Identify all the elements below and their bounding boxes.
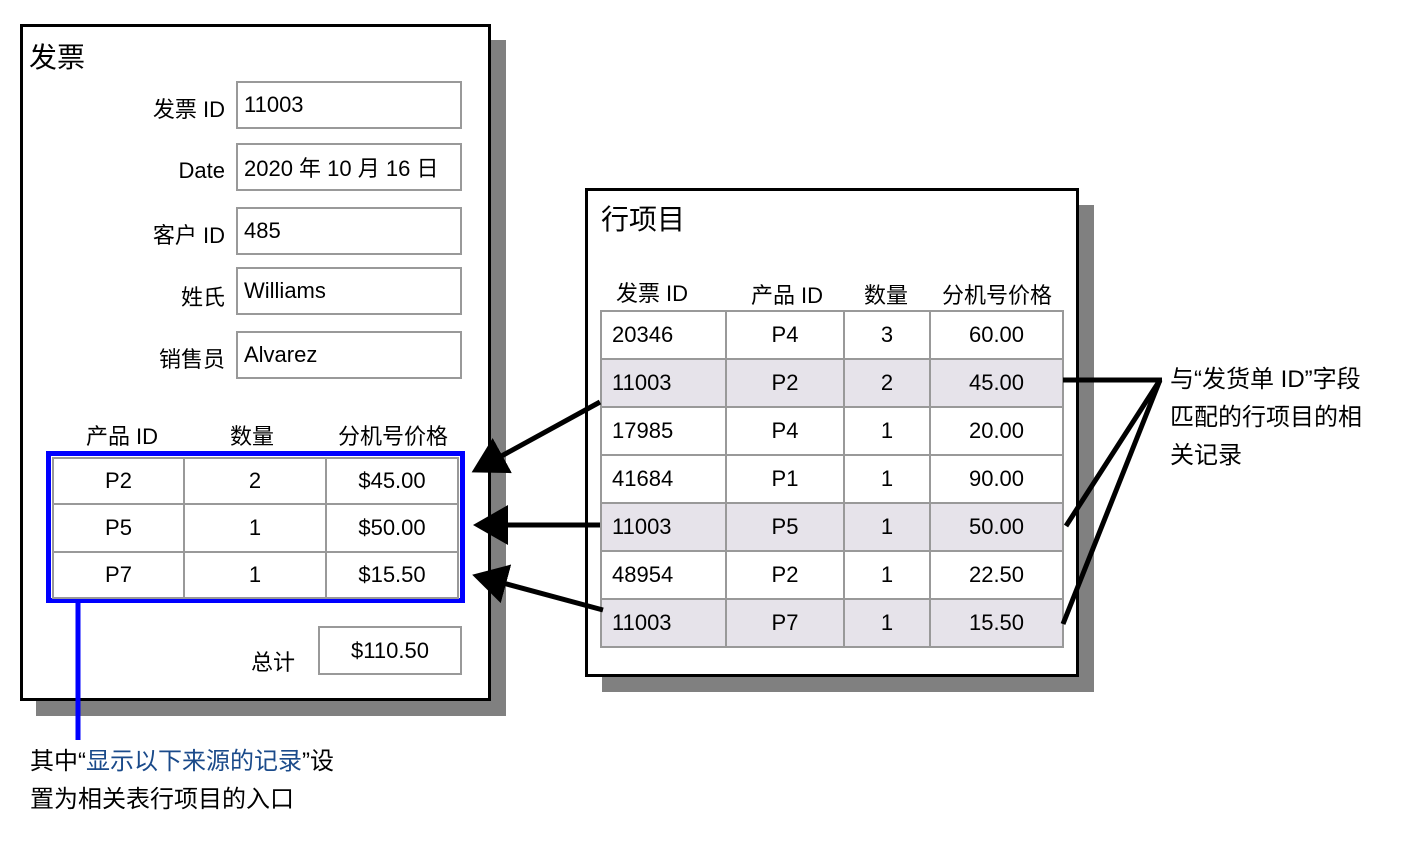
column-header: 产品 ID — [750, 283, 824, 308]
invoice-id-field[interactable]: 11003 — [236, 81, 462, 129]
cell: P7 — [725, 598, 845, 648]
table-row[interactable]: 11003 P2 2 45.00 — [600, 358, 1064, 408]
cell: 22.50 — [929, 550, 1064, 600]
cell: 1 — [843, 598, 931, 648]
cell: 20.00 — [929, 406, 1064, 456]
field-label: 发票 ID — [152, 97, 225, 122]
arrow-row-p2 — [471, 399, 602, 474]
cell: P2 — [52, 457, 185, 505]
column-header: 分机号价格 — [941, 283, 1053, 308]
portal-note: 其中“显示以下来源的记录”设 置为相关表行项目的入口 — [30, 743, 334, 819]
field-label: 姓氏 — [180, 285, 225, 310]
cell: $15.50 — [325, 551, 459, 599]
note-text: ”设 — [302, 748, 334, 775]
arrow-row-p7 — [472, 564, 604, 613]
cell: 41684 — [600, 454, 727, 504]
column-header: 发票 ID — [615, 281, 689, 306]
field-label: 客户 ID — [152, 223, 225, 248]
cell: P1 — [725, 454, 845, 504]
match-note: 与“发货单 ID”字段 匹配的行项目的相 关记录 — [1170, 361, 1362, 475]
cell: P7 — [52, 551, 185, 599]
cell: 1 — [183, 503, 327, 553]
table-row[interactable]: 11003 P7 1 15.50 — [600, 598, 1064, 648]
cell: 1 — [843, 502, 931, 552]
last-name-field[interactable]: Williams — [236, 267, 462, 315]
line-items-title: 行项目 — [601, 204, 686, 235]
cell: 2 — [843, 358, 931, 408]
cell: 20346 — [600, 310, 727, 360]
portal-row[interactable]: P7 1 $15.50 — [52, 551, 459, 599]
portal-header: 数量 — [229, 424, 275, 449]
match-line — [1060, 379, 1163, 625]
cell: 1 — [843, 454, 931, 504]
table-row[interactable]: 11003 P5 1 50.00 — [600, 502, 1064, 552]
cell: 2 — [183, 457, 327, 505]
line-items-table: 20346 P4 3 60.00 11003 P2 2 45.00 17985 P4 1 20.00 4… — [600, 310, 1064, 648]
cell: 1 — [843, 550, 931, 600]
cell: 15.50 — [929, 598, 1064, 648]
cell: 60.00 — [929, 310, 1064, 360]
field-label: 销售员 — [158, 347, 225, 372]
cell: 11003 — [600, 598, 727, 648]
cell: 11003 — [600, 358, 727, 408]
cell: P4 — [725, 406, 845, 456]
date-field[interactable]: 2020 年 10 月 16 日 — [236, 143, 462, 191]
cell: P2 — [725, 550, 845, 600]
cell: $45.00 — [325, 457, 459, 505]
note-text: 匹配的行项目的相 — [1170, 404, 1362, 431]
note-text: 关记录 — [1170, 442, 1242, 469]
cell: 11003 — [600, 502, 727, 552]
note-text: 置为相关表行项目的入口 — [30, 786, 294, 813]
table-row[interactable]: 41684 P1 1 90.00 — [600, 454, 1064, 504]
portal-row[interactable]: P5 1 $50.00 — [52, 503, 459, 553]
cell: 45.00 — [929, 358, 1064, 408]
cell: P5 — [725, 502, 845, 552]
cell: 50.00 — [929, 502, 1064, 552]
customer-id-field[interactable]: 485 — [236, 207, 462, 255]
note-text: 其中“ — [30, 748, 86, 775]
table-row[interactable]: 20346 P4 3 60.00 — [600, 310, 1064, 360]
cell: P4 — [725, 310, 845, 360]
cell: 17985 — [600, 406, 727, 456]
cell: 1 — [183, 551, 327, 599]
cell: P5 — [52, 503, 185, 553]
cell: 90.00 — [929, 454, 1064, 504]
total-field[interactable]: $110.50 — [318, 626, 462, 675]
field-label: Date — [178, 158, 225, 183]
portal-row[interactable]: P2 2 $45.00 — [52, 457, 459, 505]
match-line — [1063, 378, 1163, 528]
portal-header: 分机号价格 — [337, 424, 449, 449]
total-label: 总计 — [251, 650, 296, 675]
portal-header: 产品 ID — [85, 424, 159, 449]
note-text: 与“发货单 ID”字段 — [1170, 366, 1361, 393]
salesperson-field[interactable]: Alvarez — [236, 331, 462, 379]
note-highlight: 显示以下来源的记录 — [86, 748, 302, 775]
column-header: 数量 — [863, 283, 909, 308]
invoice-title: 发票 — [29, 42, 86, 73]
cell: $50.00 — [325, 503, 459, 553]
cell: 1 — [843, 406, 931, 456]
portal-table: P2 2 $45.00 P5 1 $50.00 P7 1 $15.50 — [52, 457, 459, 599]
portal-box[interactable] — [46, 451, 465, 603]
table-row[interactable]: 17985 P4 1 20.00 — [600, 406, 1064, 456]
table-row[interactable]: 48954 P2 1 22.50 — [600, 550, 1064, 600]
cell: 48954 — [600, 550, 727, 600]
cell: P2 — [725, 358, 845, 408]
cell: 3 — [843, 310, 931, 360]
